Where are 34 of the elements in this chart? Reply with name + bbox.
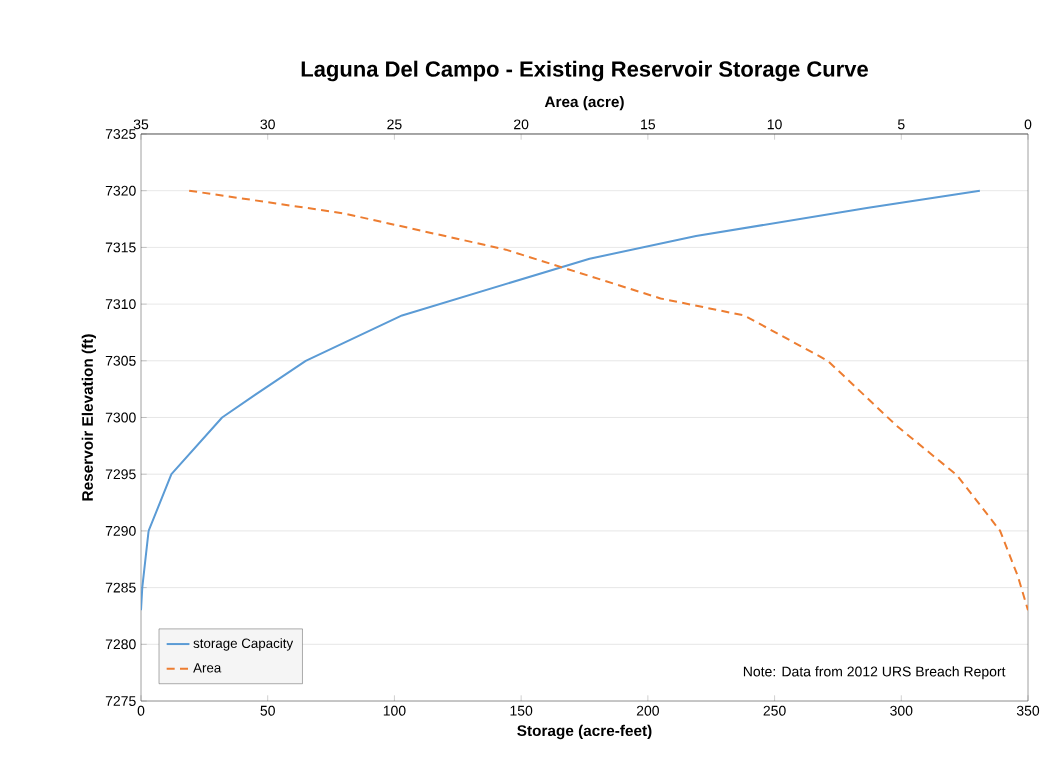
x2-tick-label: 25 bbox=[387, 119, 402, 130]
x-tick-label: 250 bbox=[763, 705, 786, 716]
y-tick-label: 7290 bbox=[105, 525, 136, 536]
y-tick-label: 7280 bbox=[105, 639, 136, 650]
y-tick-label: 7285 bbox=[105, 582, 136, 593]
x2-tick-label: 10 bbox=[767, 119, 782, 130]
x2-tick-label: 15 bbox=[641, 119, 656, 130]
x-axis-title: Storage (acre-feet) bbox=[517, 724, 652, 740]
legend-label: storage Capacity bbox=[193, 638, 294, 651]
x-tick-label: 200 bbox=[636, 705, 659, 716]
y-tick-label: 7315 bbox=[105, 242, 136, 253]
x-tick-label: 0 bbox=[137, 705, 145, 716]
x-tick-label: 50 bbox=[260, 705, 275, 716]
x-tick-label: 300 bbox=[890, 705, 913, 716]
x2-axis-title: Area (acre) bbox=[544, 95, 624, 111]
annotation: Note: Data from 2012 URS Breach Report bbox=[743, 666, 1006, 680]
x2-tick-label: 30 bbox=[260, 119, 275, 130]
y-tick-label: 7320 bbox=[105, 185, 136, 196]
y-tick-label: 7305 bbox=[105, 355, 136, 366]
y-tick-label: 7300 bbox=[105, 412, 136, 423]
x2-tick-label: 0 bbox=[1024, 119, 1032, 130]
y-tick-label: 7275 bbox=[105, 696, 136, 706]
x2-tick-label: 20 bbox=[514, 119, 529, 130]
legend-label: Area bbox=[193, 663, 222, 673]
x-tick-label: 100 bbox=[383, 705, 406, 716]
x-tick-label: 350 bbox=[1016, 705, 1040, 716]
y-tick-label: 7295 bbox=[105, 469, 136, 480]
y-tick-label: 7325 bbox=[105, 129, 136, 139]
x-tick-label: 150 bbox=[510, 705, 533, 716]
x2-tick-label: 5 bbox=[897, 119, 905, 130]
y-tick-label: 7310 bbox=[105, 299, 136, 310]
chart-title: Laguna Del Campo - Existing Reservoir Storage Curve bbox=[301, 60, 868, 82]
y-axis-title: Reservoir Elevation (ft) bbox=[81, 334, 96, 501]
x2-tick-label: 35 bbox=[133, 119, 149, 130]
